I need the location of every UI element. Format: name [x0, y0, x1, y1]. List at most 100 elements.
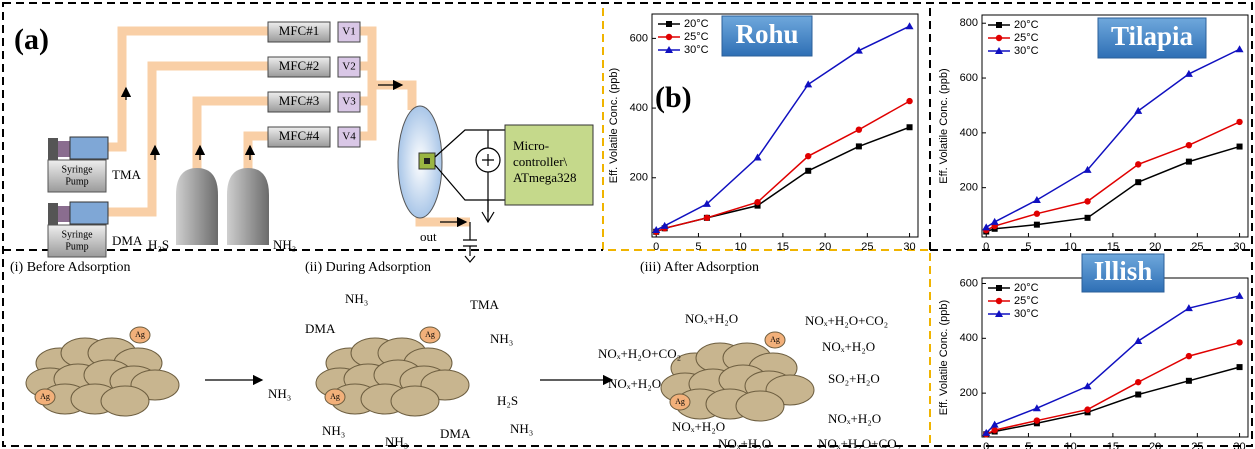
- valve-label: V1: [342, 26, 355, 38]
- legend-label: 20°C: [1014, 19, 1039, 31]
- data-point: [1084, 406, 1090, 412]
- gas-label: H₂S: [148, 237, 169, 252]
- data-point: [982, 223, 990, 230]
- y-tick-label: 600: [960, 277, 978, 289]
- valve-label: V2: [342, 61, 355, 73]
- particle: [391, 386, 439, 416]
- line-chart: 200400600800051015202530Eff. Volatile Co…: [938, 15, 1248, 253]
- series-line: [986, 342, 1239, 434]
- series-line: [986, 122, 1239, 230]
- product-label: NOₓ+H₂O: [685, 311, 738, 326]
- mfc-label: MFC#2: [279, 58, 319, 73]
- product-label: NOₓ+H₂O: [672, 419, 725, 434]
- x-tick-label: 0: [983, 441, 989, 449]
- ag-label: Ag: [425, 330, 435, 339]
- legend-marker: [996, 285, 1002, 291]
- stage-label: (i) Before Adsorption: [10, 260, 131, 275]
- product-label: SO₂+H₂O: [828, 371, 880, 386]
- legend-label: 25°C: [1014, 295, 1039, 307]
- x-tick-label: 15: [1107, 441, 1119, 449]
- x-tick-label: 30: [903, 241, 915, 253]
- y-tick-label: 400: [630, 102, 648, 114]
- data-point: [906, 22, 914, 29]
- y-axis-label: Eff. Volatile Conc. (ppb): [608, 68, 620, 183]
- data-point: [805, 168, 811, 174]
- product-label: NOₓ+H₂O: [718, 436, 771, 449]
- x-tick-label: 5: [695, 241, 701, 253]
- legend-marker: [666, 34, 672, 40]
- data-point: [1237, 144, 1243, 150]
- gas-cylinder: [227, 168, 269, 245]
- data-point: [1033, 196, 1041, 203]
- chart-title: Illish: [1094, 256, 1153, 286]
- reactant-label: DMA: [305, 321, 336, 336]
- x-tick-label: 5: [1025, 441, 1031, 449]
- series-line: [986, 147, 1239, 232]
- mfc-label: MFC#4: [279, 128, 320, 143]
- data-point: [1134, 337, 1142, 344]
- data-point: [1135, 179, 1141, 185]
- legend-label: 30°C: [684, 44, 709, 56]
- data-point: [907, 124, 913, 130]
- data-point: [1236, 45, 1244, 52]
- x-tick-label: 15: [777, 241, 789, 253]
- y-tick-label: 400: [960, 332, 978, 344]
- reactant-label: NH₃: [345, 291, 368, 306]
- data-point: [1135, 392, 1141, 398]
- x-tick-label: 20: [1149, 441, 1161, 449]
- gas-label: DMA: [112, 233, 143, 248]
- mfc-label: MFC#3: [279, 93, 319, 108]
- data-point: [1034, 417, 1040, 423]
- x-tick-label: 15: [1107, 241, 1119, 253]
- y-tick-label: 200: [960, 387, 978, 399]
- product-label: NOₓ+H₂O: [608, 376, 661, 391]
- data-point: [1034, 211, 1040, 217]
- legend-label: 30°C: [1014, 45, 1039, 57]
- legend-label: 20°C: [1014, 282, 1039, 294]
- legend-label: 30°C: [1014, 308, 1039, 320]
- ag-label: Ag: [135, 330, 145, 339]
- x-tick-label: 20: [1149, 241, 1161, 253]
- out-label: out: [420, 229, 437, 244]
- x-tick-label: 0: [983, 241, 989, 253]
- reactant-label: TMA: [470, 297, 500, 312]
- reactant-label: NH₃: [385, 434, 408, 449]
- data-point: [1185, 70, 1193, 77]
- gas-cylinder: [176, 168, 218, 245]
- controller-label: controller\: [513, 154, 568, 169]
- legend-marker: [996, 298, 1002, 304]
- ag-label: Ag: [40, 392, 50, 401]
- circuit: [435, 130, 505, 262]
- data-point: [856, 143, 862, 149]
- legend-marker: [996, 35, 1002, 41]
- legend-label: 25°C: [684, 31, 709, 43]
- x-tick-label: 30: [1233, 241, 1245, 253]
- data-point: [1135, 379, 1141, 385]
- pump-label: Pump: [65, 241, 88, 252]
- panel-label: (b): [655, 81, 692, 114]
- product-label: NOₓ+H₂O+CO₂: [805, 313, 888, 328]
- stage-label: (iii) After Adsorption: [640, 260, 759, 275]
- stage-label: (ii) During Adsorption: [305, 260, 431, 275]
- x-tick-label: 20: [819, 241, 831, 253]
- pump-label: Syringe: [61, 164, 93, 175]
- data-point: [1034, 222, 1040, 228]
- page: (a) (b) MFC#1V1MFC#2V2MFC#3V3MFC#4V4 Syr…: [0, 0, 1255, 449]
- data-point: [1084, 198, 1090, 204]
- data-point: [1236, 292, 1244, 299]
- y-axis-label: Eff. Volatile Conc. (ppb): [938, 68, 950, 183]
- gas-label: NH₃: [273, 237, 296, 252]
- data-point: [906, 98, 912, 104]
- x-tick-label: 25: [1191, 241, 1203, 253]
- legend-marker: [666, 21, 672, 27]
- reactant-label: H₂S: [497, 393, 518, 408]
- line-chart: 200400600051015202530Eff. Volatile Conc.…: [608, 14, 918, 253]
- data-point: [1237, 364, 1243, 370]
- data-point: [1085, 215, 1091, 221]
- product-label: NOₓ+H₂O: [822, 339, 875, 354]
- product-label: NOₓ+H₂O+CO₂: [598, 346, 681, 361]
- data-point: [1135, 161, 1141, 167]
- x-tick-label: 10: [1065, 441, 1077, 449]
- x-tick-label: 30: [1233, 441, 1245, 449]
- data-point: [1186, 378, 1192, 384]
